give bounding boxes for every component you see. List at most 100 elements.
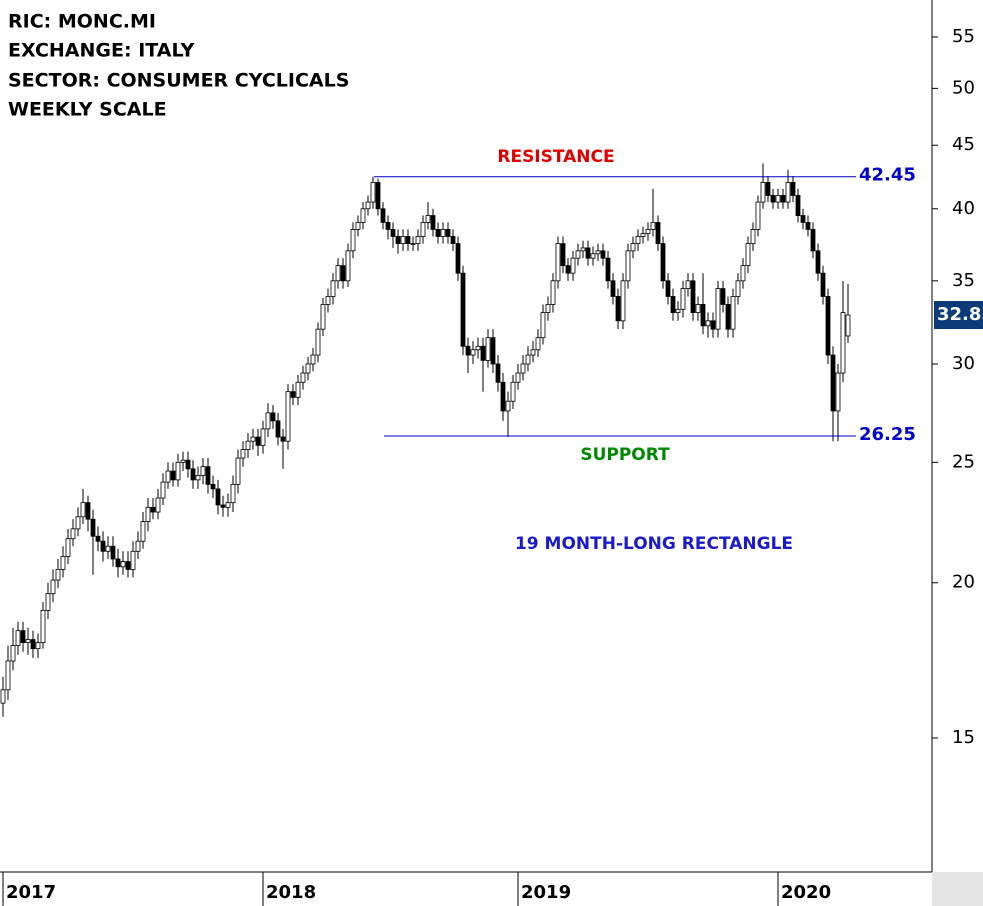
candle-body — [655, 222, 661, 244]
annotation: 19 MONTH-LONG RECTANGLE — [515, 534, 793, 554]
candle-body — [240, 449, 246, 459]
candle-body — [475, 345, 481, 351]
candle-body — [450, 236, 456, 244]
candle-body — [255, 436, 261, 446]
candle-body — [630, 243, 636, 252]
candle-body — [260, 428, 266, 446]
candle-body — [790, 182, 796, 196]
candle-body — [60, 556, 66, 570]
candle-body — [190, 468, 196, 481]
candle-body — [210, 483, 216, 490]
candle-body — [175, 461, 181, 481]
candle-body — [595, 250, 601, 255]
candle-body — [815, 250, 821, 274]
candle-body — [95, 535, 101, 542]
candle-body — [560, 243, 566, 267]
candle-body — [495, 363, 501, 383]
y-tick-label: 35 — [952, 270, 975, 291]
candle-body — [435, 228, 441, 237]
y-tick-label: 55 — [952, 26, 975, 47]
level-label: 42.45 — [859, 165, 916, 186]
candle-body — [745, 243, 751, 267]
candle-body — [480, 345, 486, 361]
candle-body — [345, 250, 351, 282]
candle-body — [140, 521, 146, 542]
candle-body — [305, 363, 311, 374]
candle-body — [15, 630, 21, 647]
candle-body — [415, 236, 421, 244]
candle-body — [720, 288, 726, 305]
candle-body — [520, 363, 526, 374]
candle-body — [650, 222, 656, 230]
candle-body — [320, 304, 326, 330]
header-line: WEEKLY SCALE — [8, 99, 167, 121]
header-line: EXCHANGE: ITALY — [8, 40, 195, 62]
candle-body — [730, 296, 736, 330]
candle-body — [460, 272, 466, 347]
candle-body — [810, 228, 816, 252]
candle-body — [275, 420, 281, 438]
candle-body — [160, 481, 166, 499]
candle-body — [500, 381, 506, 412]
candle-body — [555, 243, 561, 282]
candle-body — [80, 502, 86, 518]
candle-body — [725, 304, 731, 330]
candle-body — [740, 265, 746, 282]
candle-body — [825, 296, 831, 356]
candle-body — [250, 436, 256, 442]
candle-body — [715, 288, 721, 330]
candle-body — [200, 466, 206, 476]
candle-body — [365, 201, 371, 210]
x-tick-label: 2017 — [6, 882, 56, 903]
candle-body — [455, 243, 461, 274]
candle-body — [400, 236, 406, 244]
candle-body — [445, 228, 451, 237]
candle-body — [70, 528, 76, 540]
candle-body — [510, 381, 516, 402]
candle-body — [220, 504, 226, 508]
candle-body — [10, 645, 16, 662]
candle-body — [110, 545, 116, 560]
candle-body — [50, 579, 56, 595]
y-tick-label: 50 — [952, 77, 975, 98]
candle-body — [245, 440, 251, 450]
candle-body — [135, 540, 141, 552]
candle-body — [425, 215, 431, 223]
candle-body — [660, 243, 666, 282]
candle-body — [65, 538, 71, 557]
candle-body — [645, 228, 651, 235]
candle-body — [665, 280, 671, 297]
candle-body — [795, 195, 801, 216]
candle-body — [465, 345, 471, 356]
candle-body — [590, 253, 596, 259]
candle-body — [760, 182, 766, 203]
candle-body — [170, 470, 176, 481]
candle-body — [285, 391, 291, 442]
y-tick-label: 25 — [952, 451, 975, 472]
candle-body — [335, 265, 341, 282]
candle-body — [270, 412, 276, 422]
candle-body — [765, 182, 771, 196]
last-price-box — [934, 301, 983, 330]
candle-body — [570, 257, 576, 274]
candle-body — [675, 308, 681, 313]
candle-body — [550, 280, 556, 305]
candle-body — [130, 550, 136, 570]
candle-body — [835, 372, 841, 412]
candle-body — [540, 312, 546, 339]
candle-body — [215, 488, 221, 506]
candle-body — [90, 518, 96, 537]
candle-body — [775, 195, 781, 203]
candle-body — [530, 349, 536, 356]
annotation: RESISTANCE — [497, 147, 614, 167]
candle-body — [155, 497, 161, 513]
candle-body — [40, 610, 46, 643]
candle-body — [195, 475, 201, 481]
candle-body — [75, 516, 81, 530]
y-tick-label: 45 — [952, 134, 975, 155]
candle-body — [610, 280, 616, 297]
candle-body — [840, 312, 846, 374]
candle-body — [390, 228, 396, 237]
candle-body — [625, 250, 631, 282]
